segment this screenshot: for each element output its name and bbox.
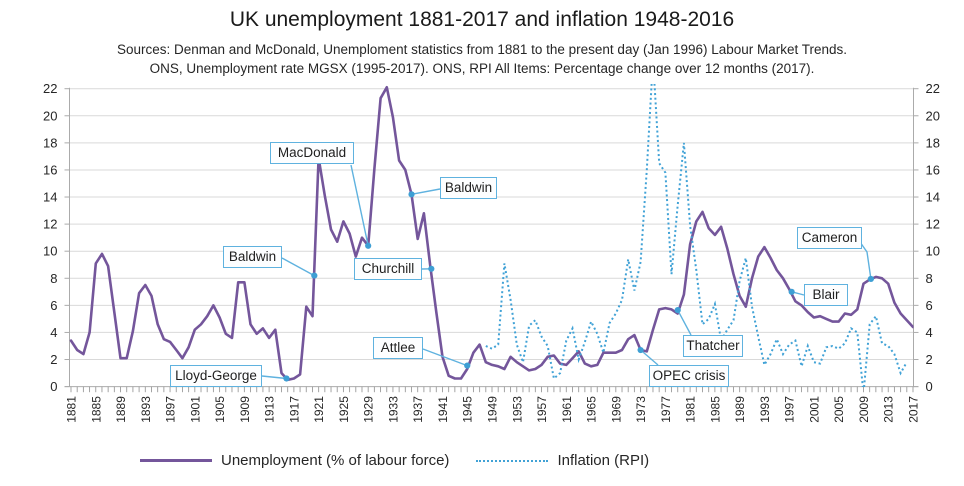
svg-text:1921: 1921 xyxy=(312,396,326,423)
svg-text:8: 8 xyxy=(50,271,57,286)
svg-text:1937: 1937 xyxy=(411,396,425,423)
svg-text:2005: 2005 xyxy=(832,396,846,423)
svg-text:1925: 1925 xyxy=(337,396,351,423)
svg-text:1977: 1977 xyxy=(659,396,673,423)
svg-text:2: 2 xyxy=(926,352,933,367)
annotation-macdonald: MacDonald xyxy=(270,142,354,164)
svg-text:1933: 1933 xyxy=(386,396,400,423)
svg-text:2013: 2013 xyxy=(882,396,896,423)
svg-text:12: 12 xyxy=(43,217,57,232)
annotation-baldwin-1: Baldwin xyxy=(223,246,282,268)
annotation-cameron: Cameron xyxy=(797,227,862,249)
svg-text:1969: 1969 xyxy=(609,396,623,423)
svg-text:2: 2 xyxy=(50,352,57,367)
svg-text:1965: 1965 xyxy=(585,396,599,423)
svg-text:1913: 1913 xyxy=(263,396,277,423)
svg-text:1901: 1901 xyxy=(188,396,202,423)
svg-text:8: 8 xyxy=(926,271,933,286)
annotation-opec-crisis: OPEC crisis xyxy=(649,365,729,387)
svg-text:4: 4 xyxy=(50,325,57,340)
svg-text:1941: 1941 xyxy=(436,396,450,423)
svg-text:1909: 1909 xyxy=(238,396,252,423)
svg-text:1897: 1897 xyxy=(164,396,178,423)
svg-text:1985: 1985 xyxy=(708,396,722,423)
annotation-churchill: Churchill xyxy=(354,258,422,280)
chart-title: UK unemployment 1881-2017 and inflation … xyxy=(229,8,735,31)
svg-text:2009: 2009 xyxy=(857,396,871,423)
svg-text:2017: 2017 xyxy=(907,396,921,423)
svg-text:22: 22 xyxy=(43,81,57,96)
svg-text:1945: 1945 xyxy=(461,396,475,423)
svg-text:1949: 1949 xyxy=(486,396,500,423)
svg-text:1905: 1905 xyxy=(213,396,227,423)
svg-text:16: 16 xyxy=(43,162,57,177)
annotation-attlee: Attlee xyxy=(373,337,423,359)
svg-text:1993: 1993 xyxy=(758,396,772,423)
svg-text:1973: 1973 xyxy=(634,396,648,423)
annotation-thatcher: Thatcher xyxy=(683,335,743,357)
svg-text:14: 14 xyxy=(926,190,940,205)
legend-unemployment-label: Unemployment (% of labour force) xyxy=(221,452,450,469)
svg-text:1961: 1961 xyxy=(560,396,574,423)
svg-text:1885: 1885 xyxy=(89,396,103,423)
svg-text:1981: 1981 xyxy=(684,396,698,423)
svg-text:20: 20 xyxy=(43,108,57,123)
svg-text:14: 14 xyxy=(43,190,57,205)
svg-text:20: 20 xyxy=(926,108,940,123)
svg-text:2001: 2001 xyxy=(807,396,821,423)
svg-text:6: 6 xyxy=(50,298,57,313)
legend-unemployment-line-swatch xyxy=(140,459,212,462)
svg-text:12: 12 xyxy=(926,217,940,232)
legend-inflation-line-swatch xyxy=(476,459,549,462)
svg-text:18: 18 xyxy=(926,135,940,150)
svg-text:0: 0 xyxy=(50,379,57,394)
annotation-baldwin-2: Baldwin xyxy=(440,177,497,199)
legend-inflation-label: Inflation (RPI) xyxy=(557,452,650,469)
svg-text:1929: 1929 xyxy=(362,396,376,423)
svg-text:16: 16 xyxy=(926,162,940,177)
svg-text:10: 10 xyxy=(926,244,940,259)
chart-source-line-1: Sources: Denman and McDonald, Unemplomen… xyxy=(116,42,848,57)
svg-text:10: 10 xyxy=(43,244,57,259)
svg-text:1917: 1917 xyxy=(287,396,301,423)
chart-source-line-2: ONS, Unemployment rate MGSX (1995-2017).… xyxy=(149,61,815,76)
svg-text:4: 4 xyxy=(926,325,933,340)
svg-text:22: 22 xyxy=(926,81,940,96)
svg-text:1893: 1893 xyxy=(139,396,153,423)
svg-text:1953: 1953 xyxy=(510,396,524,423)
svg-text:1997: 1997 xyxy=(783,396,797,423)
svg-text:1989: 1989 xyxy=(733,396,747,423)
svg-text:18: 18 xyxy=(43,135,57,150)
svg-text:0: 0 xyxy=(926,379,933,394)
svg-text:1889: 1889 xyxy=(114,396,128,423)
svg-text:6: 6 xyxy=(926,298,933,313)
annotation-lloyd-george: Lloyd-George xyxy=(170,365,262,387)
chart-legend: Unemployment (% of labour force) Inflati… xyxy=(140,452,649,469)
svg-text:1881: 1881 xyxy=(65,396,79,423)
annotation-blair: Blair xyxy=(804,284,848,306)
svg-text:1957: 1957 xyxy=(535,396,549,423)
